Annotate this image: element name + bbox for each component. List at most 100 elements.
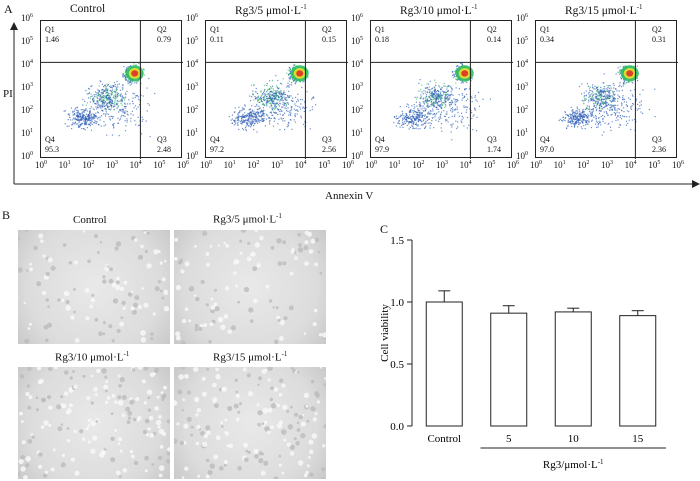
cell	[203, 323, 208, 328]
flow-event	[397, 122, 399, 124]
cell	[296, 370, 300, 374]
flow-event	[260, 97, 262, 99]
flow-event	[251, 114, 253, 116]
flow-event	[440, 113, 442, 115]
flow-event	[245, 120, 247, 122]
flow-event	[433, 95, 435, 98]
cell	[82, 374, 86, 378]
cell	[304, 230, 309, 235]
flow-event	[141, 120, 143, 122]
flow-event	[412, 114, 414, 117]
cell	[24, 338, 30, 344]
flow-event	[588, 119, 590, 121]
flow-event	[244, 112, 246, 114]
cell	[205, 474, 210, 479]
flow-event	[280, 95, 282, 97]
flow-event	[123, 99, 125, 101]
flow-event	[431, 91, 433, 93]
cell	[57, 298, 61, 302]
cell	[298, 243, 302, 247]
flow-event	[90, 119, 92, 121]
flow-event	[130, 80, 132, 82]
flow-event	[429, 113, 431, 115]
flow-event	[284, 128, 286, 131]
flow-event	[104, 115, 107, 117]
cell	[201, 376, 206, 381]
cell	[310, 238, 316, 244]
flow-event	[128, 99, 130, 101]
flow-event	[255, 96, 257, 99]
flow-event	[86, 127, 88, 129]
flow-event	[134, 105, 137, 107]
flow-event	[613, 106, 615, 108]
flow-event	[137, 106, 139, 108]
flow-event	[581, 117, 583, 119]
flow-event	[578, 115, 580, 117]
flow-event	[617, 108, 619, 110]
flow-event	[431, 88, 433, 90]
flow-event	[453, 73, 455, 75]
flow-event	[419, 79, 421, 81]
flow-event	[110, 90, 112, 92]
flow-event	[605, 111, 607, 113]
flow-event	[300, 98, 302, 101]
flow-event	[304, 121, 306, 123]
flow-event	[618, 90, 620, 92]
flow-event	[96, 96, 98, 98]
flow-event	[290, 99, 293, 102]
flow-event	[234, 120, 236, 123]
flow-event	[575, 118, 578, 120]
x-tick-label-1: 5	[506, 433, 512, 445]
flow-event	[410, 112, 412, 114]
cell	[147, 408, 152, 412]
flow-event	[146, 110, 148, 112]
flow-event	[136, 82, 138, 84]
flow-event	[110, 94, 112, 96]
cell	[87, 418, 92, 423]
flow-event	[95, 121, 97, 123]
flow-event	[602, 103, 604, 105]
quadrant-label-q3: Q3	[322, 135, 332, 144]
flow-event	[123, 106, 125, 108]
cell	[263, 460, 269, 466]
flow-event	[279, 91, 281, 93]
cell	[195, 297, 200, 302]
flow-event	[466, 93, 468, 95]
flow-event	[419, 119, 421, 121]
flow-event	[429, 122, 431, 124]
flow-event	[83, 128, 85, 130]
flow-event	[122, 108, 124, 110]
cell	[154, 370, 158, 373]
cell	[200, 279, 205, 284]
flow-event	[571, 115, 574, 117]
flow-event	[630, 106, 632, 108]
flow-event	[99, 116, 101, 118]
flow-event	[603, 102, 605, 104]
flow-event	[636, 98, 638, 100]
flow-event	[586, 115, 588, 117]
flow-event	[136, 95, 138, 97]
flow-event	[620, 109, 623, 111]
flow-event	[600, 99, 602, 101]
flow-event	[579, 114, 581, 116]
flow-event	[253, 129, 255, 131]
flow-event	[584, 99, 586, 101]
y-tick-label: 106	[21, 13, 33, 23]
flow-event	[300, 117, 302, 119]
flow-event	[619, 116, 621, 118]
flow-event	[434, 89, 436, 91]
cell	[43, 324, 49, 330]
flow-event	[95, 123, 97, 125]
flow-event	[270, 97, 272, 99]
flow-event	[640, 111, 642, 113]
cell	[234, 378, 238, 382]
flow-event	[113, 127, 115, 129]
flow-event	[623, 81, 625, 83]
flow-event	[274, 103, 276, 105]
flow-event	[271, 102, 273, 104]
flow-event	[582, 115, 584, 117]
flow-event	[242, 107, 244, 109]
y-tick-label: 105	[516, 36, 528, 46]
cell	[179, 440, 185, 446]
flow-event	[445, 95, 447, 97]
